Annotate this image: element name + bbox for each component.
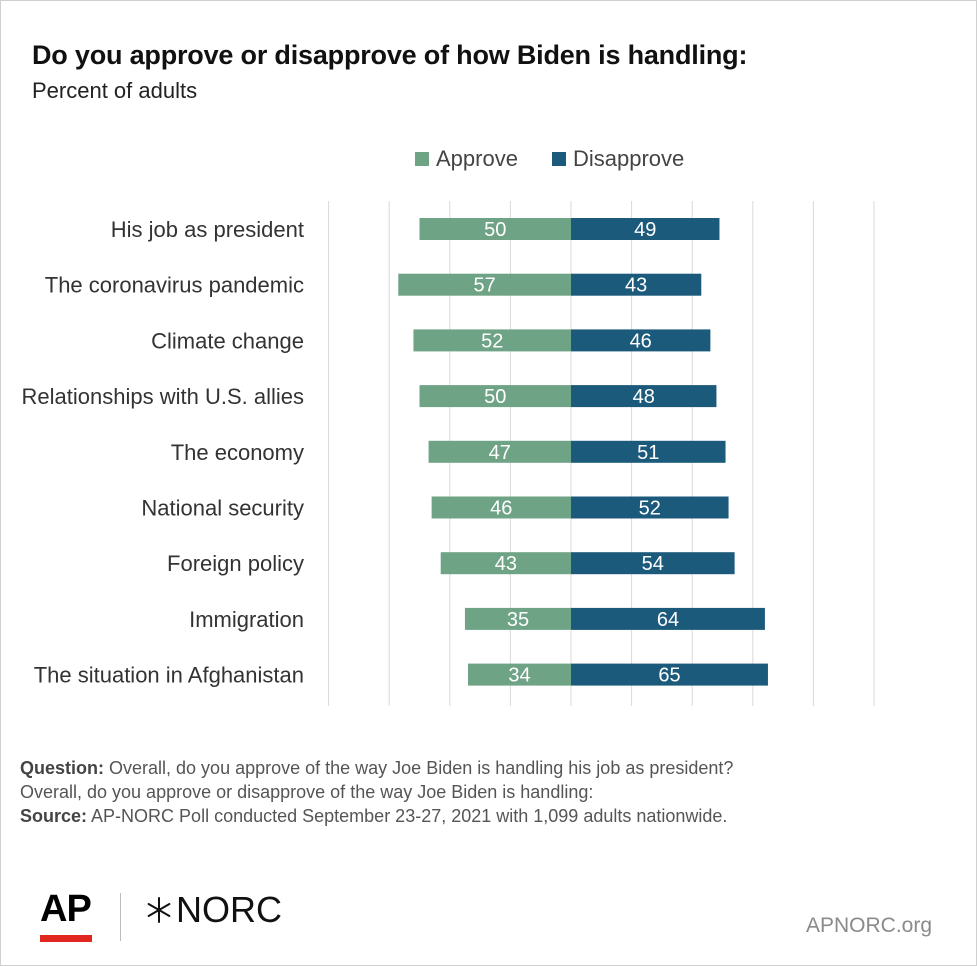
data-label-approve: 47: [489, 442, 511, 464]
logo-divider: [120, 893, 121, 941]
data-label-approve: 50: [484, 386, 506, 408]
data-label-disapprove: 54: [642, 553, 664, 575]
site-link[interactable]: APNORC.org: [806, 914, 933, 937]
data-label-approve: 34: [508, 665, 530, 687]
data-label-approve: 52: [481, 330, 503, 352]
question-line-2: Overall, do you approve or disapprove of…: [20, 782, 594, 802]
chart-plot: His job as president 50 49 The coronavirus …: [22, 201, 875, 706]
bar-approve: [440, 552, 571, 575]
data-label-approve: 35: [507, 609, 529, 631]
source-text: AP-NORC Poll conducted September 23-27, …: [91, 806, 728, 826]
norc-star-icon: [147, 897, 171, 923]
legend-label-disapprove: Disapprove: [573, 146, 685, 171]
bar-approve: [464, 607, 571, 630]
category-label: Immigration: [189, 607, 304, 632]
data-label-approve: 57: [474, 275, 496, 297]
data-label-disapprove: 65: [658, 665, 680, 687]
bar-approve: [419, 218, 571, 240]
source-line: Source: AP-NORC Poll conducted September…: [20, 804, 733, 828]
bar-disapprove: [571, 440, 726, 463]
question-label: Question:: [20, 758, 104, 778]
bar-disapprove: [571, 663, 768, 686]
legend-swatch-disapprove: [552, 152, 566, 166]
bar-approve: [428, 440, 571, 463]
data-label-disapprove: 52: [639, 498, 661, 520]
ap-logo: AP: [40, 888, 92, 930]
chart-subtitle: Percent of adults: [32, 78, 198, 103]
bar-disapprove: [571, 607, 765, 630]
category-label: Relationships with U.S. allies: [22, 384, 304, 409]
category-label: National security: [141, 496, 304, 521]
data-label-disapprove: 49: [634, 219, 656, 241]
source-label: Source:: [20, 806, 88, 826]
question-text: Overall, do you approve of the way Joe B…: [109, 758, 734, 778]
bar-disapprove: [571, 218, 720, 240]
bar-disapprove: [571, 496, 729, 519]
bar-approve: [467, 663, 571, 686]
bar-disapprove: [571, 273, 702, 296]
bar-disapprove: [571, 329, 711, 352]
legend-item-disapprove: Disapprove: [552, 146, 684, 172]
data-label-disapprove: 43: [625, 275, 647, 297]
data-label-approve: 46: [490, 498, 512, 520]
legend-label-approve: Approve: [436, 146, 518, 171]
ap-logo-underline: [40, 935, 92, 942]
chart-title: Do you approve or disapprove of how Bide…: [32, 40, 748, 70]
bar-approve: [431, 496, 571, 519]
category-label: Climate change: [151, 328, 304, 353]
norc-logo: NORC: [146, 889, 282, 931]
category-label: The economy: [171, 440, 304, 465]
bar-approve: [413, 329, 571, 352]
question-line: Question: Overall, do you approve of the…: [20, 756, 733, 780]
bar-approve: [419, 385, 571, 408]
data-label-disapprove: 48: [633, 386, 655, 408]
category-label: The coronavirus pandemic: [45, 273, 304, 298]
data-label-approve: 50: [484, 219, 506, 241]
category-label: His job as president: [111, 217, 304, 242]
data-label-disapprove: 64: [657, 609, 679, 631]
bar-disapprove: [571, 552, 735, 575]
data-label-approve: 43: [495, 553, 517, 575]
bar-approve: [398, 273, 571, 296]
category-label: The situation in Afghanistan: [34, 663, 304, 688]
bar-disapprove: [571, 385, 717, 408]
norc-logo-text: NORC: [176, 889, 282, 930]
data-label-disapprove: 46: [630, 330, 652, 352]
data-label-disapprove: 51: [637, 442, 659, 464]
category-label: Foreign policy: [167, 551, 304, 576]
footnote: Question: Overall, do you approve of the…: [20, 756, 733, 828]
legend-swatch-approve: [415, 152, 429, 166]
legend-item-approve: Approve: [415, 146, 518, 172]
